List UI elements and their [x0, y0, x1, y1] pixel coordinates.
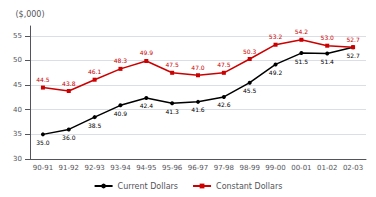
svg-text:53.0: 53.0 [321, 34, 335, 41]
svg-text:45: 45 [13, 81, 22, 89]
svg-text:98-99: 98-99 [240, 164, 260, 172]
svg-text:36.0: 36.0 [62, 134, 76, 141]
svg-text:44.5: 44.5 [36, 76, 50, 83]
svg-text:38.5: 38.5 [88, 122, 102, 129]
svg-text:49.9: 49.9 [140, 49, 154, 56]
svg-text:35: 35 [13, 130, 22, 138]
svg-text:00-01: 00-01 [291, 164, 311, 172]
svg-text:94-95: 94-95 [136, 164, 156, 172]
svg-text:97-98: 97-98 [214, 164, 234, 172]
svg-text:51.4: 51.4 [321, 58, 335, 65]
svg-text:41.3: 41.3 [165, 108, 179, 115]
svg-text:40: 40 [13, 106, 22, 114]
svg-text:47.5: 47.5 [165, 61, 179, 68]
svg-text:99-00: 99-00 [265, 164, 285, 172]
svg-text:51.5: 51.5 [295, 58, 309, 65]
svg-text:53.2: 53.2 [269, 33, 283, 40]
svg-text:92-93: 92-93 [84, 164, 104, 172]
svg-text:02-03: 02-03 [343, 164, 363, 172]
svg-text:42.4: 42.4 [140, 102, 154, 109]
svg-text:90-91: 90-91 [33, 164, 53, 172]
svg-text:55: 55 [13, 32, 22, 40]
svg-text:46.1: 46.1 [88, 68, 102, 75]
svg-text:43.8: 43.8 [62, 80, 76, 87]
svg-text:52.7: 52.7 [346, 36, 360, 43]
svg-text:Constant Dollars: Constant Dollars [216, 182, 282, 191]
svg-text:41.6: 41.6 [191, 106, 205, 113]
svg-text:42.6: 42.6 [217, 101, 231, 108]
svg-text:93-94: 93-94 [110, 164, 131, 172]
svg-text:30: 30 [13, 155, 22, 163]
svg-text:48.3: 48.3 [114, 57, 128, 64]
svg-text:45.5: 45.5 [243, 87, 257, 94]
svg-text:49.2: 49.2 [269, 69, 283, 76]
svg-text:Current Dollars: Current Dollars [118, 182, 178, 191]
svg-text:91-92: 91-92 [59, 164, 79, 172]
svg-text:40.9: 40.9 [114, 110, 128, 117]
svg-text:47.0: 47.0 [191, 64, 205, 71]
svg-text:01-02: 01-02 [317, 164, 337, 172]
svg-text:54.2: 54.2 [295, 28, 309, 35]
svg-text:96-97: 96-97 [188, 164, 208, 172]
svg-text:50: 50 [13, 56, 22, 64]
svg-text:($,000): ($,000) [15, 10, 44, 19]
svg-text:50.3: 50.3 [243, 48, 257, 55]
svg-text:47.5: 47.5 [217, 61, 231, 68]
svg-text:95-96: 95-96 [162, 164, 183, 172]
svg-text:52.7: 52.7 [346, 52, 360, 59]
svg-text:35.0: 35.0 [36, 139, 50, 146]
